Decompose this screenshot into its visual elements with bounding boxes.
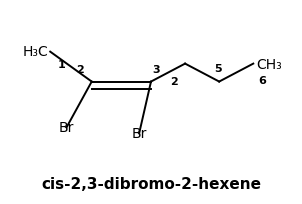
Text: 5: 5: [214, 63, 221, 73]
Text: Br: Br: [131, 127, 147, 141]
Text: cis-2,3-dibromo-2-hexene: cis-2,3-dibromo-2-hexene: [41, 176, 261, 191]
Text: 2: 2: [170, 76, 178, 86]
Text: H₃C: H₃C: [23, 44, 49, 58]
Text: Br: Br: [59, 121, 74, 135]
Text: 3: 3: [153, 64, 160, 74]
Text: 2: 2: [76, 64, 84, 74]
Text: CH₃: CH₃: [256, 57, 282, 71]
Text: 6: 6: [258, 75, 266, 85]
Text: 1: 1: [58, 59, 65, 69]
